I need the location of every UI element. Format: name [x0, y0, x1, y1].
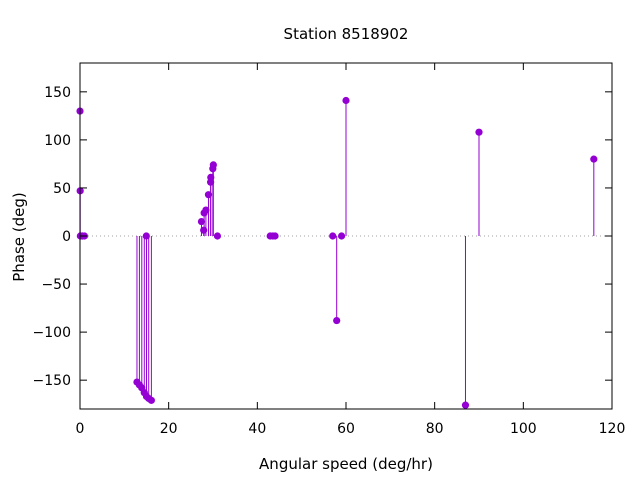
data-point [147, 396, 155, 404]
stems-layer [79, 100, 595, 406]
y-tick-label: −100 [33, 325, 71, 341]
chart-title: Station 8518902 [284, 25, 409, 43]
data-point [271, 232, 279, 240]
y-tick-label: −50 [41, 277, 71, 293]
data-point [197, 217, 206, 226]
y-axis-label: Phase (deg) [10, 192, 28, 282]
data-point [329, 232, 337, 240]
data-point [461, 401, 470, 409]
data-point [333, 316, 341, 325]
y-tick-label: 50 [53, 181, 71, 197]
data-point [142, 232, 150, 240]
data-point [213, 232, 222, 240]
y-tick-label: 0 [62, 229, 71, 245]
x-tick-label: 20 [160, 421, 178, 437]
points-layer [76, 96, 598, 409]
x-axis-label: Angular speed (deg/hr) [259, 455, 433, 473]
x-tick-label: 0 [76, 421, 85, 437]
ticks-layer: 0 20 40 60 80 100 120 −150 −100 −50 0 50 100 150 [33, 63, 626, 437]
data-point [337, 232, 346, 240]
data-point [475, 128, 483, 136]
data-point [207, 173, 215, 181]
y-tick-label: −150 [33, 373, 71, 389]
y-tick-label: 150 [44, 85, 71, 101]
x-tick-label: 120 [599, 421, 626, 437]
data-point [202, 206, 210, 214]
data-point [590, 155, 598, 163]
x-tick-label: 60 [337, 421, 355, 437]
x-tick-label: 80 [426, 421, 444, 437]
x-tick-label: 100 [510, 421, 537, 437]
x-tick-label: 40 [248, 421, 266, 437]
data-point [204, 191, 213, 199]
data-point [200, 226, 208, 234]
data-point [342, 96, 350, 105]
data-point [209, 161, 217, 169]
plot-frame [79, 62, 613, 410]
y-tick-label: 100 [44, 133, 71, 149]
